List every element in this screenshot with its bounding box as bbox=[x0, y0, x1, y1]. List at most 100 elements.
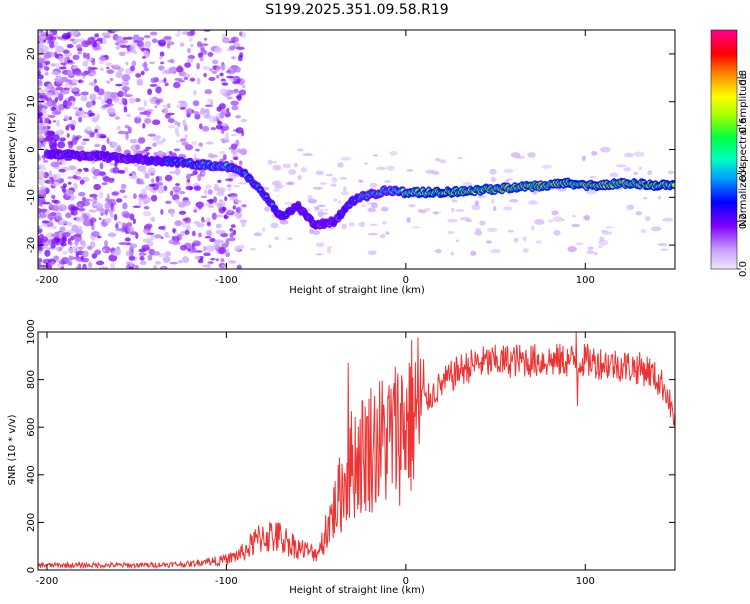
noise-blob bbox=[56, 263, 64, 269]
noise-blob bbox=[68, 142, 74, 149]
noise-blob bbox=[213, 241, 220, 248]
snr-ytick-label: 600 bbox=[26, 418, 37, 437]
colorbar-tick-label: 0.6 bbox=[738, 118, 749, 134]
noise-blob bbox=[317, 204, 326, 208]
noise-blob bbox=[234, 245, 241, 252]
noise-blob bbox=[51, 237, 60, 244]
noise-blob bbox=[111, 94, 116, 101]
noise-blob bbox=[192, 240, 201, 247]
noise-blob bbox=[184, 134, 189, 140]
noise-blob bbox=[74, 240, 79, 246]
noise-blob bbox=[211, 59, 219, 65]
noise-blob bbox=[78, 79, 82, 84]
noise-blob bbox=[192, 169, 198, 176]
noise-blob bbox=[38, 207, 42, 215]
noise-blob bbox=[132, 205, 141, 209]
noise-blob bbox=[162, 104, 170, 108]
noise-blob bbox=[89, 241, 96, 248]
noise-blob bbox=[52, 173, 61, 181]
noise-blob bbox=[137, 137, 146, 144]
noise-blob bbox=[62, 250, 68, 255]
noise-blob bbox=[513, 237, 519, 243]
noise-blob bbox=[104, 62, 113, 67]
noise-blob bbox=[40, 45, 50, 52]
noise-blob bbox=[143, 67, 150, 72]
noise-blob bbox=[221, 123, 229, 127]
noise-blob bbox=[126, 36, 133, 40]
noise-blob bbox=[234, 199, 243, 203]
noise-blob bbox=[195, 148, 200, 152]
noise-blob bbox=[154, 105, 158, 109]
noise-blob bbox=[158, 226, 166, 230]
noise-blob bbox=[389, 151, 398, 156]
noise-blob bbox=[373, 154, 379, 157]
noise-blob bbox=[155, 140, 164, 145]
noise-blob bbox=[118, 242, 128, 245]
noise-blob bbox=[193, 209, 198, 213]
noise-blob bbox=[268, 244, 272, 249]
noise-blob bbox=[50, 86, 56, 93]
noise-blob bbox=[94, 33, 100, 38]
noise-blob bbox=[67, 247, 77, 254]
noise-blob bbox=[38, 123, 45, 126]
noise-blob bbox=[232, 81, 241, 85]
noise-blob bbox=[181, 256, 190, 264]
noise-blob bbox=[78, 109, 86, 117]
noise-blob bbox=[279, 219, 289, 225]
noise-blob bbox=[159, 51, 165, 57]
noise-blob bbox=[561, 218, 566, 221]
colorbar-tick-label: 0.8 bbox=[738, 70, 749, 86]
noise-blob bbox=[115, 223, 119, 229]
noise-blob bbox=[147, 133, 156, 137]
noise-blob bbox=[146, 232, 155, 235]
noise-blob bbox=[385, 231, 390, 235]
noise-blob bbox=[490, 248, 501, 254]
noise-blob bbox=[55, 86, 64, 91]
noise-blob bbox=[182, 218, 190, 221]
noise-blob bbox=[190, 30, 196, 36]
noise-blob bbox=[325, 173, 334, 177]
noise-blob bbox=[72, 134, 76, 142]
noise-blob bbox=[236, 94, 242, 101]
noise-blob bbox=[38, 257, 43, 263]
noise-blob bbox=[117, 126, 121, 130]
noise-blob bbox=[71, 87, 79, 93]
noise-blob bbox=[104, 209, 109, 216]
noise-blob bbox=[129, 97, 135, 104]
noise-blob bbox=[65, 212, 72, 219]
noise-blob bbox=[209, 154, 219, 159]
noise-blob bbox=[522, 236, 527, 242]
noise-blob bbox=[189, 77, 196, 82]
noise-blob bbox=[42, 62, 47, 68]
noise-blob bbox=[66, 133, 70, 138]
snr-xlabel: Height of straight line (km) bbox=[289, 585, 425, 596]
noise-blob bbox=[340, 157, 352, 161]
snr-xtick-label: -100 bbox=[215, 576, 238, 587]
noise-blob bbox=[98, 56, 107, 61]
noise-blob bbox=[217, 120, 223, 125]
noise-blob bbox=[220, 128, 225, 134]
noise-blob bbox=[49, 261, 55, 266]
noise-blob bbox=[143, 99, 147, 107]
noise-blob bbox=[208, 115, 217, 123]
noise-blob bbox=[640, 228, 646, 234]
noise-blob bbox=[111, 250, 121, 257]
noise-blob bbox=[267, 159, 273, 165]
noise-blob bbox=[80, 114, 89, 119]
noise-blob bbox=[342, 186, 347, 192]
noise-blob bbox=[162, 36, 172, 40]
noise-blob bbox=[239, 160, 243, 166]
noise-blob bbox=[119, 44, 129, 48]
noise-blob bbox=[143, 50, 150, 58]
noise-blob bbox=[150, 194, 158, 202]
noise-blob bbox=[239, 219, 247, 224]
noise-blob bbox=[85, 198, 90, 202]
noise-blob bbox=[38, 202, 43, 207]
noise-blob bbox=[230, 100, 239, 106]
noise-blob bbox=[459, 216, 471, 221]
noise-blob bbox=[207, 189, 213, 195]
noise-blob bbox=[50, 242, 56, 249]
noise-blob bbox=[230, 67, 236, 75]
noise-blob bbox=[38, 62, 43, 69]
noise-blob bbox=[175, 198, 180, 204]
